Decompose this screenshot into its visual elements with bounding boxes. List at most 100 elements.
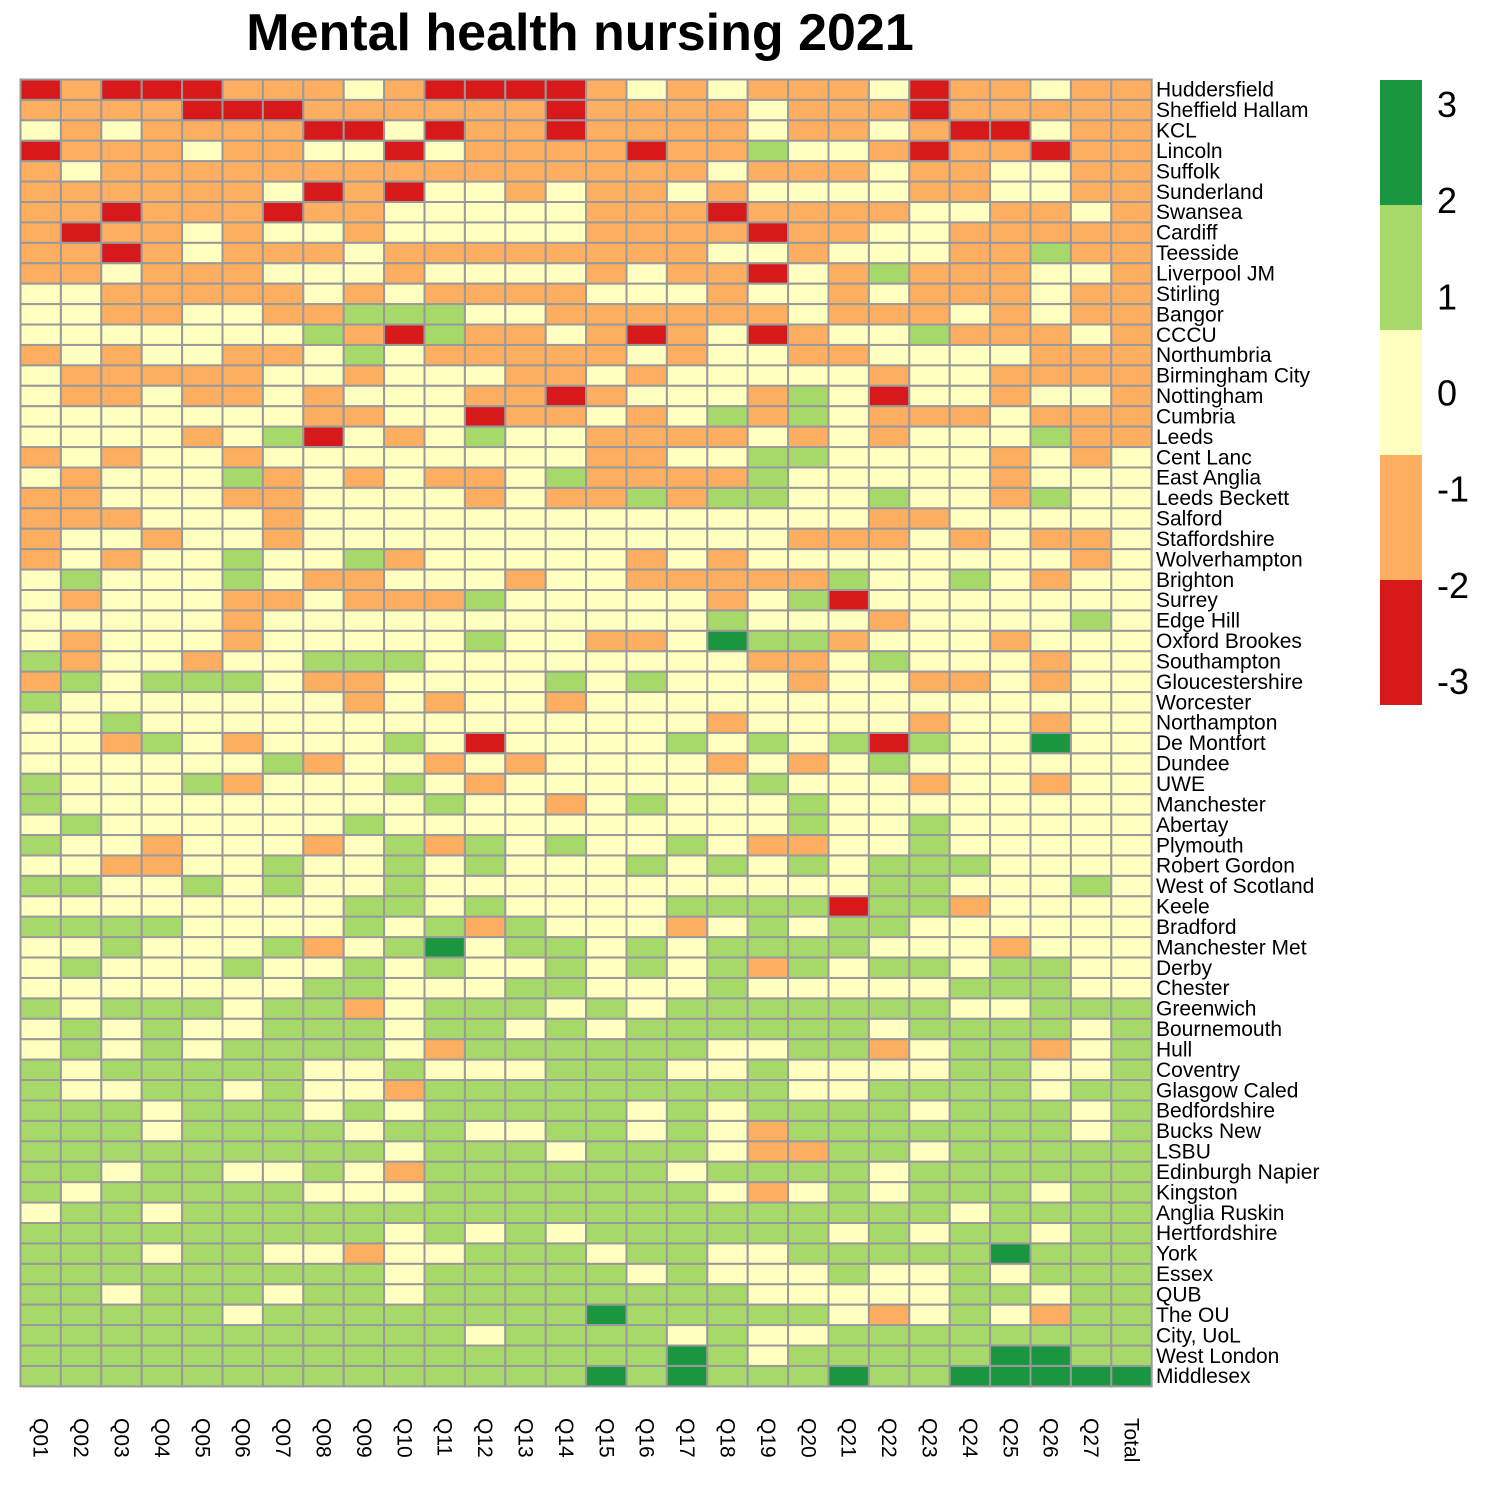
heatmap-cell (221, 384, 264, 408)
heatmap-cell (948, 956, 992, 979)
heatmap-cell (504, 711, 547, 734)
heatmap-cell (1029, 343, 1072, 367)
heatmap-cell (181, 201, 224, 224)
heatmap-cell (261, 119, 305, 142)
heatmap-cell (302, 691, 345, 714)
heatmap-cell (1029, 98, 1072, 122)
heatmap-cell (342, 1324, 386, 1347)
row-label: Bangor (1156, 303, 1224, 326)
heatmap-cell (544, 241, 588, 265)
heatmap-cell (261, 303, 305, 326)
heatmap-cell (665, 1119, 709, 1143)
heatmap-cell (989, 956, 1032, 979)
heatmap-cell (948, 1017, 992, 1041)
heatmap-cell (989, 752, 1032, 775)
heatmap-cell (827, 180, 870, 204)
heatmap-cell (544, 1283, 588, 1306)
heatmap-cell (585, 1201, 628, 1225)
heatmap-cell (1110, 874, 1153, 898)
heatmap-cell (221, 180, 264, 204)
heatmap-cell (383, 1344, 426, 1367)
row-label: Teesside (1156, 242, 1239, 265)
heatmap-cell (706, 670, 749, 694)
heatmap-cell (504, 384, 547, 408)
heatmap-cell (1069, 1099, 1113, 1122)
heatmap-cell (867, 384, 911, 408)
heatmap-cell (625, 343, 668, 367)
heatmap-cell (585, 405, 628, 428)
heatmap-cell (665, 1160, 709, 1184)
heatmap-cell (948, 446, 992, 469)
heatmap-cell (787, 1201, 830, 1225)
heatmap-cell (504, 793, 547, 816)
heatmap-cell (59, 731, 103, 755)
heatmap-cell (585, 466, 628, 489)
heatmap-cell (867, 98, 911, 122)
heatmap-cell (665, 1242, 709, 1265)
heatmap-cell (746, 1303, 790, 1327)
heatmap-cell (706, 1242, 749, 1265)
heatmap-cell (746, 1283, 790, 1306)
heatmap-cell (948, 1242, 992, 1265)
heatmap-cell (706, 1079, 749, 1102)
heatmap-cell (989, 609, 1032, 632)
heatmap-cell (706, 609, 749, 632)
heatmap-cell (221, 752, 264, 775)
heatmap-cell (1029, 364, 1072, 387)
heatmap-cell (59, 241, 103, 265)
heatmap-cell (625, 262, 668, 285)
row-label: Bedfordshire (1156, 1100, 1275, 1123)
heatmap-cell (1069, 507, 1113, 530)
heatmap-cell (908, 691, 951, 714)
heatmap-cell (463, 834, 507, 857)
heatmap-cell (423, 507, 466, 530)
heatmap-cell (827, 731, 870, 755)
heatmap-cell (787, 1262, 830, 1286)
heatmap-cell (423, 589, 466, 612)
heatmap-cell (261, 793, 305, 816)
heatmap-cell (1069, 1058, 1113, 1082)
heatmap-cell (221, 160, 264, 183)
heatmap-cell (746, 936, 790, 959)
row-label: Sheffield Hallam (1156, 99, 1309, 122)
heatmap-cell (302, 425, 345, 449)
heatmap-cell (19, 241, 62, 265)
heatmap-cell (746, 180, 790, 204)
heatmap-cell (261, 466, 305, 489)
heatmap-cell (948, 343, 992, 367)
heatmap-cell (827, 568, 870, 592)
heatmap-cell (989, 691, 1032, 714)
heatmap-cell (140, 486, 184, 510)
heatmap-cell (261, 446, 305, 469)
heatmap-cell (827, 629, 870, 653)
heatmap-cell (908, 793, 951, 816)
heatmap-cell (221, 834, 264, 857)
heatmap-cell (544, 1140, 588, 1163)
heatmap-cell (463, 568, 507, 592)
heatmap-cell (1110, 1119, 1153, 1143)
heatmap-cell (463, 1038, 507, 1061)
heatmap-cell (585, 282, 628, 306)
heatmap-cell (1069, 568, 1113, 592)
heatmap-cell (665, 1222, 709, 1245)
heatmap-cell (383, 813, 426, 837)
heatmap-cell (59, 1079, 103, 1102)
heatmap-cell (342, 241, 386, 265)
heatmap-cell (19, 139, 62, 163)
heatmap-cell (261, 1242, 305, 1265)
heatmap-cell (100, 160, 143, 183)
heatmap-cell (423, 303, 466, 326)
heatmap-cell (908, 98, 951, 122)
heatmap-cell (59, 711, 103, 734)
heatmap-cell (1069, 1017, 1113, 1041)
heatmap-cells (19, 78, 1153, 1388)
heatmap-cell (544, 98, 588, 122)
heatmap-cell (787, 711, 830, 734)
heatmap-cell (585, 1017, 628, 1041)
heatmap-cell (423, 527, 466, 551)
heatmap-cell (140, 364, 184, 387)
heatmap-cell (100, 854, 143, 877)
heatmap-cell (100, 1058, 143, 1082)
heatmap-cell (665, 854, 709, 877)
